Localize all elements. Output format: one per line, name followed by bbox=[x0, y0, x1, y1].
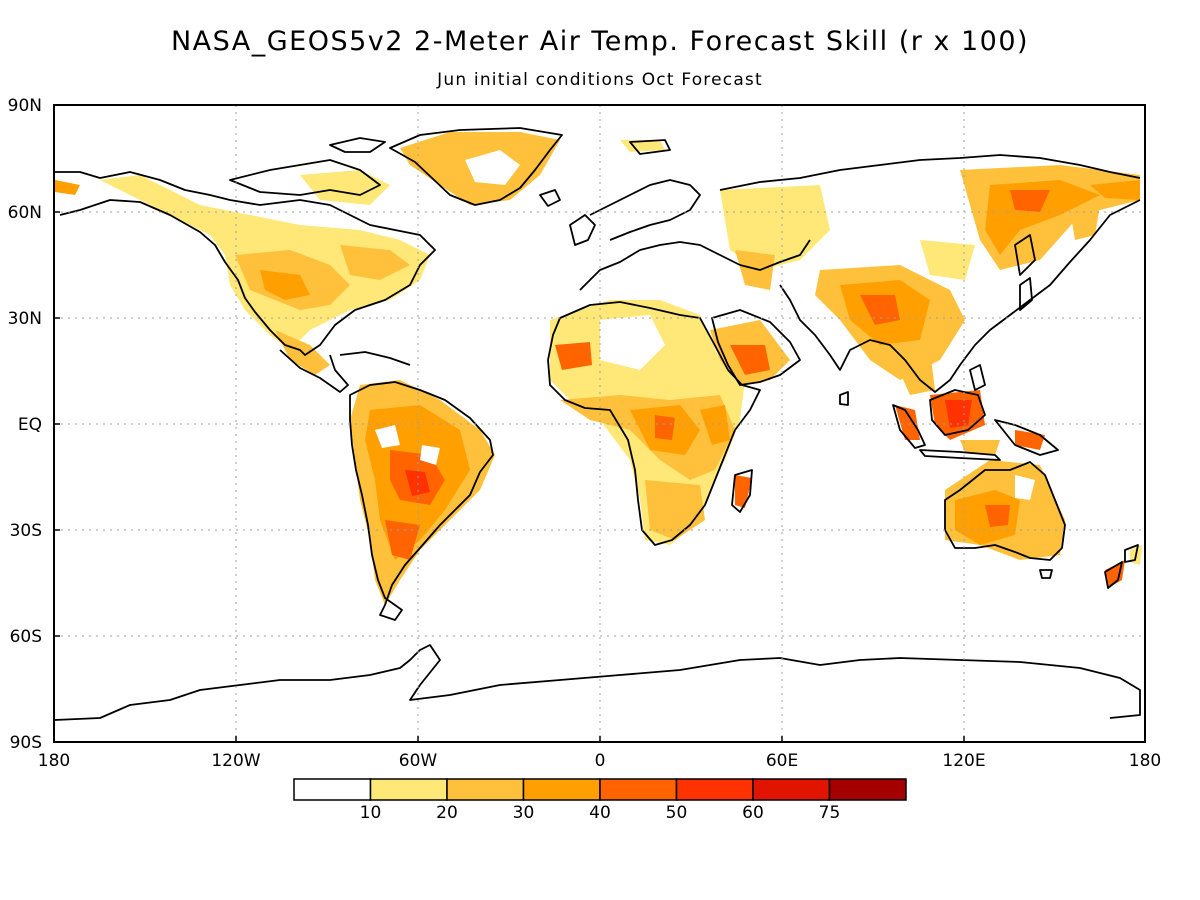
colorbar-label: 10 bbox=[360, 803, 382, 823]
lon-label-60w: 60W bbox=[399, 751, 438, 771]
lat-label-30n: 30N bbox=[8, 309, 42, 329]
colorbar-swatch bbox=[522, 778, 601, 801]
lon-label-180w: 180 bbox=[38, 751, 70, 771]
colorbar-label: 50 bbox=[666, 803, 688, 823]
map-title: NASA_GEOS5v2 2-Meter Air Temp. Forecast … bbox=[170, 26, 1030, 57]
colorbar: 10 20 30 40 50 60 75 bbox=[293, 778, 907, 823]
colorbar-swatch bbox=[446, 778, 525, 801]
coastlines bbox=[54, 127, 1141, 721]
lat-label-60s: 60S bbox=[10, 627, 42, 647]
colorbar-swatch bbox=[599, 778, 678, 801]
map-subtitle: Jun initial conditions Oct Forecast bbox=[437, 70, 763, 90]
colorbar-label: 75 bbox=[819, 803, 841, 823]
latitude-labels: 90N 60N 30N EQ 30S 60S 90S bbox=[8, 96, 42, 753]
lat-label-90n: 90N bbox=[8, 96, 42, 116]
lon-label-180e: 180 bbox=[1129, 751, 1161, 771]
longitude-labels: 180 120W 60W 0 60E 120E 180 bbox=[38, 751, 1161, 771]
colorbar-swatch bbox=[293, 778, 372, 801]
axis-ticks bbox=[54, 104, 965, 743]
colorbar-swatch bbox=[675, 778, 754, 801]
colorbar-swatch bbox=[369, 778, 448, 801]
lat-lon-grid bbox=[54, 105, 1145, 742]
colorbar-swatch bbox=[828, 778, 907, 801]
lon-label-60e: 60E bbox=[766, 751, 798, 771]
lon-label-120w: 120W bbox=[211, 751, 260, 771]
colorbar-label: 20 bbox=[436, 803, 458, 823]
colorbar-label: 30 bbox=[513, 803, 535, 823]
lat-label-30s: 30S bbox=[10, 521, 42, 541]
lon-label-0: 0 bbox=[595, 751, 606, 771]
lat-label-eq: EQ bbox=[18, 415, 42, 435]
lat-label-60n: 60N bbox=[8, 203, 42, 223]
colorbar-label: 60 bbox=[742, 803, 764, 823]
lon-label-120e: 120E bbox=[942, 751, 985, 771]
lat-label-90s: 90S bbox=[10, 733, 42, 753]
colorbar-label: 40 bbox=[589, 803, 611, 823]
skill-shading bbox=[55, 132, 1142, 605]
colorbar-swatch bbox=[752, 778, 831, 801]
